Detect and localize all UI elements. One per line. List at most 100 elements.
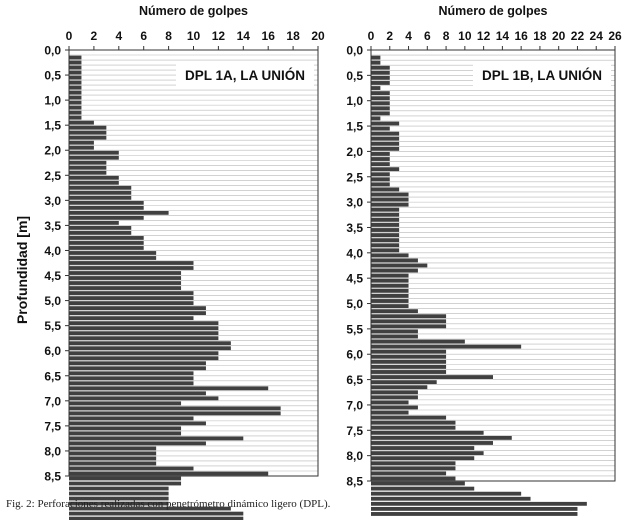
bar xyxy=(371,157,390,161)
bar xyxy=(371,395,418,400)
bar xyxy=(371,136,400,141)
bar xyxy=(69,276,182,280)
bar xyxy=(69,281,182,285)
bar xyxy=(371,126,390,131)
bar xyxy=(371,217,400,222)
y-tick-label: 1,5 xyxy=(346,120,363,134)
bar xyxy=(371,415,447,420)
bar xyxy=(69,226,132,230)
bar xyxy=(371,223,400,227)
y-tick-label: 5,5 xyxy=(346,322,363,336)
bar xyxy=(69,85,82,90)
bar xyxy=(69,90,82,95)
plot-frame xyxy=(370,49,616,482)
bar xyxy=(371,425,456,430)
x-tick-label: 4 xyxy=(115,29,122,43)
bar xyxy=(69,421,206,426)
bar xyxy=(69,205,144,210)
x-tick-label: 18 xyxy=(286,29,300,43)
x-tick-label: 4 xyxy=(405,29,412,43)
bar xyxy=(69,125,107,130)
bar xyxy=(371,121,400,126)
bar xyxy=(69,241,144,245)
bar xyxy=(371,385,428,390)
y-tick-label: 3,0 xyxy=(346,196,363,210)
bar xyxy=(69,60,82,65)
x-tick-label: 20 xyxy=(552,29,566,43)
title-box xyxy=(176,63,314,87)
bar xyxy=(69,446,157,451)
bar xyxy=(69,165,107,170)
bar xyxy=(69,371,194,376)
bar xyxy=(371,319,447,324)
bar xyxy=(371,334,418,339)
bar xyxy=(371,248,400,253)
bar xyxy=(69,115,82,120)
y-tick-label: 6,5 xyxy=(44,369,61,383)
bar xyxy=(371,182,390,187)
bar xyxy=(69,135,107,140)
y-tick-label: 0,0 xyxy=(44,44,61,58)
x-tick-label: 20 xyxy=(311,29,325,43)
bar xyxy=(69,356,219,361)
bar xyxy=(69,155,119,160)
y-tick-label: 1,0 xyxy=(346,94,363,108)
y-tick-label: 4,0 xyxy=(346,246,363,260)
bar xyxy=(371,106,390,111)
bar xyxy=(371,481,465,486)
bar xyxy=(371,400,409,405)
x-tick-label: 6 xyxy=(140,29,147,43)
bar xyxy=(371,410,409,415)
y-tick-label: 0,5 xyxy=(346,69,363,83)
bar xyxy=(371,86,381,90)
bar xyxy=(371,329,418,334)
y-tick-label: 8,5 xyxy=(44,470,61,484)
bar xyxy=(69,221,119,225)
bar xyxy=(69,95,82,100)
bar xyxy=(371,131,400,136)
x-tick-label: 14 xyxy=(496,29,510,43)
bar xyxy=(69,266,194,270)
bar xyxy=(69,506,231,511)
bar xyxy=(371,324,447,329)
bar xyxy=(371,60,381,65)
bar xyxy=(371,278,409,283)
bar xyxy=(371,116,381,121)
bar xyxy=(69,160,107,165)
y-tick-label: 7,0 xyxy=(44,394,61,408)
bar xyxy=(69,366,206,371)
y-axis-title: Profundidad [m] xyxy=(14,216,30,324)
bar xyxy=(371,202,409,207)
bar xyxy=(371,304,409,308)
x-tick-label: 24 xyxy=(590,29,604,43)
bar xyxy=(69,236,144,240)
bar xyxy=(371,65,390,70)
bar xyxy=(69,336,219,341)
bar xyxy=(371,354,447,359)
y-tick-label: 8,5 xyxy=(346,475,363,489)
bar xyxy=(371,273,409,278)
bar xyxy=(371,177,390,182)
bar xyxy=(69,431,182,436)
bar xyxy=(69,70,82,75)
x-tick-label: 16 xyxy=(514,29,528,43)
bar xyxy=(69,55,82,60)
bar xyxy=(69,185,132,190)
bar xyxy=(371,380,437,385)
x-tick-label: 16 xyxy=(262,29,276,43)
bar xyxy=(371,238,400,243)
y-tick-label: 7,5 xyxy=(44,419,61,433)
bar xyxy=(371,212,400,217)
y-tick-label: 2,0 xyxy=(346,145,363,159)
bar xyxy=(371,441,493,445)
bar xyxy=(371,344,522,349)
bar xyxy=(69,461,157,466)
bar xyxy=(69,140,94,145)
x-tick-label: 8 xyxy=(165,29,172,43)
y-tick-label: 8,0 xyxy=(346,449,363,463)
bar xyxy=(371,263,428,268)
bar xyxy=(371,476,456,481)
bar xyxy=(69,210,169,215)
bar xyxy=(69,110,82,115)
y-tick-label: 3,0 xyxy=(44,194,61,208)
